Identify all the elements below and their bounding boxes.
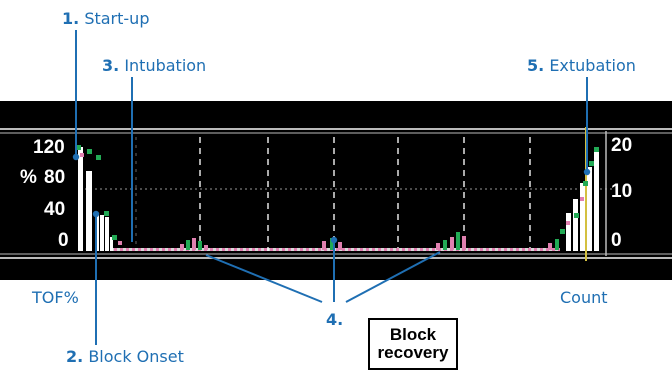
baseline-count-trace — [112, 248, 560, 251]
leader-recovery-right — [345, 251, 441, 303]
annotation-recovery-phase: 4. — [326, 312, 343, 328]
right-tick-label: 20 — [611, 135, 632, 156]
annotation-number: 3. — [102, 56, 120, 75]
box-line-2: recovery — [377, 343, 449, 362]
right-tick-label: 10 — [611, 181, 632, 202]
tof-markers — [76, 145, 599, 240]
right-tick-label: 0 — [611, 230, 622, 251]
leader-dot — [72, 153, 80, 161]
annotation-label: Block Onset — [88, 347, 184, 366]
annotation-number: 4. — [326, 310, 344, 329]
left-tick-label: 0 — [58, 230, 69, 251]
annotation-start-up: 1. Start-up — [62, 11, 149, 27]
leader-dot — [92, 210, 100, 218]
left-tick-label: 120 — [33, 137, 65, 158]
annotation-number: 2. — [66, 347, 84, 366]
leader-recovery-left — [205, 254, 323, 303]
left-axis-unit: % — [20, 167, 37, 188]
count-markers — [80, 153, 584, 245]
trend-monitor-display: 120 % 80 40 0 20 10 0 — [0, 101, 672, 280]
tof-percent-caption: TOF% — [32, 288, 79, 307]
box-line-1: Block — [389, 325, 437, 344]
grid-verticals — [199, 137, 531, 251]
left-tick-label: 80 — [44, 167, 65, 188]
extubation-bars — [566, 147, 599, 251]
leader-dot — [583, 168, 591, 176]
trend-bumps — [180, 232, 559, 250]
count-caption: Count — [560, 288, 608, 307]
annotation-number: 5. — [527, 56, 545, 75]
annotation-label: Extubation — [549, 56, 636, 75]
leader-dot — [330, 236, 338, 244]
annotation-block-onset: 2. Block Onset — [66, 349, 184, 365]
block-recovery-box: Block recovery — [368, 318, 458, 370]
annotation-label: Start-up — [84, 9, 150, 28]
annotation-intubation: 3. Intubation — [102, 58, 206, 74]
left-tick-label: 40 — [44, 199, 65, 220]
annotation-number: 1. — [62, 9, 80, 28]
annotation-extubation: 5. Extubation — [527, 58, 636, 74]
annotation-label: Intubation — [124, 56, 207, 75]
